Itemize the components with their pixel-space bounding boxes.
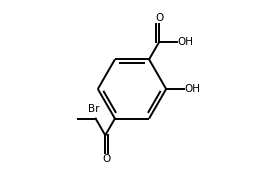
Text: OH: OH	[185, 84, 201, 94]
Text: O: O	[103, 154, 111, 164]
Text: OH: OH	[178, 37, 194, 47]
Text: Br: Br	[88, 104, 100, 114]
Text: O: O	[155, 13, 163, 23]
